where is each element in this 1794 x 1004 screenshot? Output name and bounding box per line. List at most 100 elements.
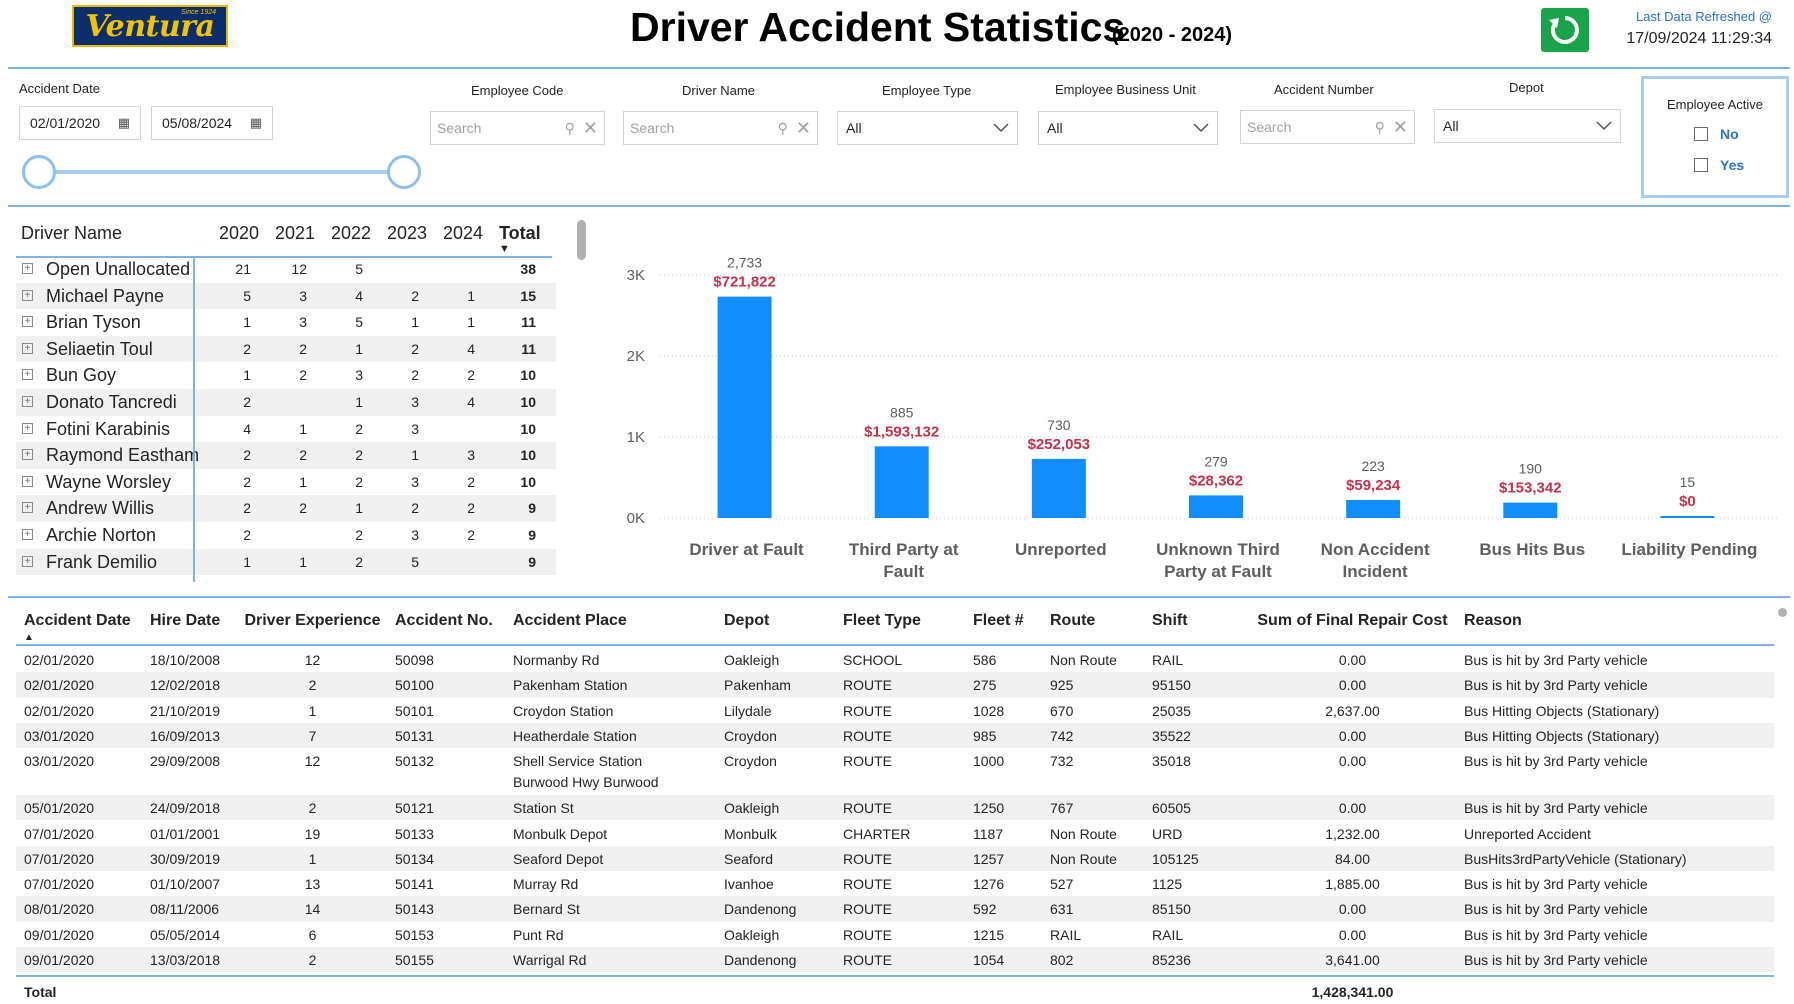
business-unit-dropdown[interactable]: All (1038, 111, 1218, 145)
clear-icon[interactable]: ✕ (795, 117, 811, 138)
matrix-row[interactable]: + Frank Demilio 1 1 2 5 9 (16, 548, 556, 576)
refresh-button[interactable] (1541, 8, 1589, 52)
clear-icon[interactable]: ✕ (582, 117, 598, 138)
table-header-fleet[interactable]: Fleet # (973, 612, 1024, 629)
table-header-route[interactable]: Route (1050, 612, 1096, 629)
bar[interactable] (1189, 495, 1243, 518)
expand-icon[interactable]: + (22, 502, 33, 514)
employee-type-value: All (846, 120, 862, 136)
matrix-header-2023[interactable]: 2023 (387, 223, 428, 243)
matrix-row[interactable]: + Brian Tyson 1 3 5 1 1 11 (16, 309, 556, 336)
matrix-row[interactable]: + Bun Goy 1 2 3 2 2 10 (16, 362, 556, 389)
table-cell-accident-no: 50131 (395, 727, 434, 744)
table-header-driver-experience[interactable]: Driver Experience (244, 612, 381, 629)
matrix-cell-total: 15 (520, 287, 536, 304)
expand-icon[interactable]: + (22, 369, 33, 381)
table-cell-hire-date: 18/10/2008 (150, 652, 221, 668)
employee-code-search[interactable]: ⚲ ✕ (430, 111, 605, 145)
checkbox[interactable] (1694, 158, 1708, 172)
employee-active-yes-option[interactable]: Yes (1694, 157, 1744, 173)
matrix-row[interactable]: + Donato Tancredi 2 1 3 4 10 (16, 388, 556, 416)
table-row[interactable]: 07/01/2020 01/10/2007 13 50141 Murray Rd Ivan… (16, 871, 1774, 896)
matrix-header-driver-name[interactable]: Driver Name (21, 223, 123, 243)
clear-icon[interactable]: ✕ (1392, 116, 1408, 137)
matrix-header: Driver Name 2020 2021 2022 2023 2024 Tot… (16, 218, 556, 256)
table-cell-depot: Dandenong (724, 901, 797, 918)
expand-icon[interactable]: + (22, 449, 33, 461)
depot-dropdown[interactable]: All (1434, 109, 1621, 143)
bar[interactable] (874, 446, 929, 518)
matrix-header-2020[interactable]: 2020 (219, 223, 260, 243)
matrix-row[interactable]: + Andrew Willis 2 2 1 2 2 9 (16, 495, 556, 522)
matrix-header-2022[interactable]: 2022 (331, 223, 372, 243)
bar[interactable] (1346, 499, 1401, 518)
calendar-icon[interactable]: ▦ (249, 115, 262, 130)
date-range-slider-track[interactable] (40, 170, 405, 174)
start-date-input[interactable]: 02/01/2020 ▦ (19, 106, 141, 140)
table-header-accident-no[interactable]: Accident No. (395, 612, 493, 629)
table-row[interactable]: 07/01/2020 30/09/2019 1 50134 Seaford Depot S… (16, 845, 1774, 872)
table-header-depot[interactable]: Depot (724, 612, 770, 629)
table-row[interactable]: 07/01/2020 01/01/2001 19 50133 Monbulk Depot… (16, 821, 1774, 846)
table-row[interactable]: 08/01/2020 08/11/2006 14 50143 Bernard St Dan… (16, 896, 1774, 922)
table-row[interactable]: 05/01/2020 24/09/2018 2 50121 Station St Oakl… (16, 795, 1774, 821)
driver-name-input[interactable] (630, 120, 774, 136)
date-range-end-handle[interactable] (387, 155, 421, 189)
accident-number-search[interactable]: ⚲ ✕ (1240, 110, 1415, 144)
x-category-label: Unknown Third Party at Fault (1156, 540, 1280, 581)
bar[interactable] (1503, 502, 1558, 518)
table-header-shift[interactable]: Shift (1152, 612, 1188, 629)
date-range-start-handle[interactable] (22, 155, 56, 189)
matrix-driver-name: Frank Demilio (46, 551, 158, 572)
expand-icon[interactable]: + (22, 528, 33, 540)
table-header-sum-of-final-repair-cost[interactable]: Sum of Final Repair Cost (1257, 612, 1448, 629)
employee-active-no-option[interactable]: No (1694, 126, 1739, 142)
matrix-header-total[interactable]: Total (499, 223, 541, 243)
matrix-scrollbar[interactable] (577, 220, 586, 260)
matrix-row[interactable]: + Michael Payne 5 3 4 2 1 15 (16, 282, 556, 310)
expand-icon[interactable]: + (22, 263, 33, 274)
matrix-header-2021[interactable]: 2021 (275, 223, 316, 243)
table-cell-driver-experience: 12 (304, 753, 321, 770)
table-row[interactable]: 09/01/2020 13/03/2018 2 50155 Warrigal Rd Dan… (16, 947, 1774, 973)
table-cell-driver-experience: 7 (308, 727, 317, 744)
table-scrollbar[interactable] (1778, 608, 1787, 617)
expand-icon[interactable]: + (22, 422, 33, 434)
checkbox[interactable] (1694, 127, 1708, 141)
expand-icon[interactable]: + (22, 475, 33, 487)
bar[interactable] (717, 296, 772, 518)
matrix-row[interactable]: + Seliaetin Toul 2 2 1 2 4 11 (16, 335, 556, 363)
expand-icon[interactable]: + (22, 289, 33, 301)
table-row[interactable]: 02/01/2020 18/10/2008 12 50098 Normanby Rd Oa… (16, 647, 1774, 672)
matrix-row[interactable]: + Archie Norton 2 2 3 2 9 (16, 522, 556, 549)
bar[interactable] (1031, 458, 1086, 518)
expand-icon[interactable]: + (22, 316, 33, 328)
end-date-input[interactable]: 05/08/2024 ▦ (151, 106, 273, 140)
table-row[interactable]: 03/01/2020 29/09/2008 12 50132 Shell Service… (16, 748, 1774, 795)
employee-type-dropdown[interactable]: All (837, 111, 1018, 145)
accident-number-input[interactable] (1247, 119, 1371, 135)
matrix-row[interactable]: + Wayne Worsley 2 1 2 3 2 10 (16, 469, 556, 496)
table-row[interactable]: 03/01/2020 16/09/2013 7 50131 Heatherdale St… (16, 722, 1774, 749)
matrix-cell-2024: 2 (467, 367, 475, 384)
table-header-accident-place[interactable]: Accident Place (513, 612, 627, 629)
table-header-fleet-type[interactable]: Fleet Type (843, 612, 921, 629)
matrix-row[interactable]: + Raymond Eastham 2 2 2 1 3 10 (16, 442, 556, 469)
employee-code-input[interactable] (437, 120, 561, 136)
expand-icon[interactable]: + (22, 395, 33, 407)
table-header-hire-date[interactable]: Hire Date (150, 612, 221, 629)
driver-name-search[interactable]: ⚲ ✕ (623, 111, 818, 145)
table-header-accident-date[interactable]: Accident Date (24, 612, 131, 629)
table-header-reason[interactable]: Reason (1464, 612, 1522, 629)
table-total-repair-cost: 1,428,341.00 (1311, 984, 1394, 1001)
table-row[interactable]: 09/01/2020 05/05/2014 6 50153 Punt Rd Oakleig… (16, 922, 1774, 947)
matrix-row[interactable]: + Fotini Karabinis 4 1 2 3 10 (16, 416, 556, 443)
matrix-row[interactable]: + Open Unallocated 21 12 5 38 (16, 256, 556, 283)
bar[interactable] (1660, 516, 1715, 518)
expand-icon[interactable]: + (22, 342, 33, 354)
matrix-header-2024[interactable]: 2024 (443, 223, 484, 243)
table-row[interactable]: 02/01/2020 21/10/2019 1 50101 Croydon Statio… (16, 698, 1774, 723)
expand-icon[interactable]: + (22, 555, 33, 567)
calendar-icon[interactable]: ▦ (117, 115, 130, 130)
table-row[interactable]: 02/01/2020 12/02/2018 2 50100 Pakenham Stati… (16, 672, 1774, 698)
